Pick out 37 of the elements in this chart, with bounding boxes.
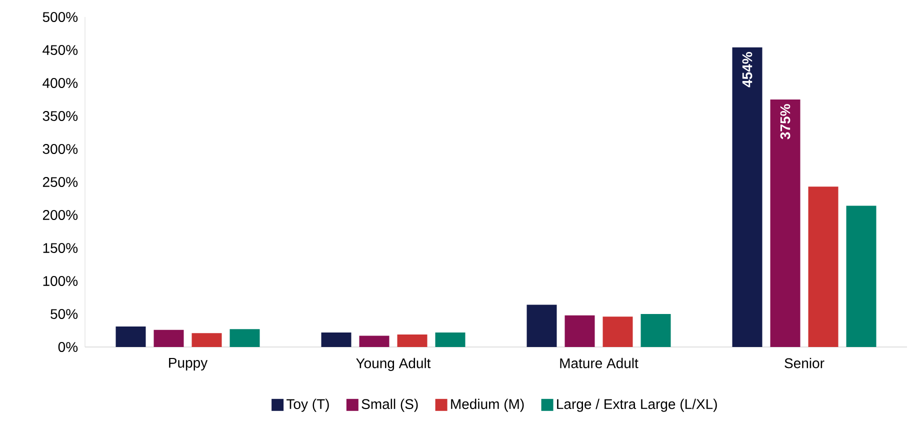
y-tick-label: 400%	[42, 78, 78, 88]
y-tick-label: 300%	[42, 144, 78, 154]
bar	[526, 304, 557, 347]
y-tick-label: 150%	[43, 243, 78, 253]
y-tick-label: 50%	[50, 309, 78, 319]
bar	[732, 47, 762, 347]
y-tick-label: 450%	[42, 45, 78, 55]
bar	[808, 186, 838, 347]
bar	[435, 332, 466, 347]
y-tick-label: 250%	[42, 177, 78, 187]
x-tick-label: Senior	[784, 358, 824, 368]
y-tick-label: 100%	[43, 276, 78, 286]
x-tick-label: Mature Adult	[560, 358, 638, 368]
bar	[321, 332, 352, 347]
data-label: 375%	[780, 104, 790, 140]
legend-label: Small (S)	[362, 398, 418, 412]
bar	[564, 315, 595, 347]
legend-label: Toy (T)	[286, 398, 329, 412]
bar	[192, 333, 222, 347]
bar	[602, 316, 633, 347]
bar	[846, 206, 876, 347]
x-tick-label: Puppy	[169, 358, 208, 370]
bar	[640, 314, 671, 347]
bar	[230, 329, 260, 347]
bar	[770, 100, 800, 347]
y-tick-label: 200%	[42, 210, 78, 220]
bar	[397, 334, 428, 347]
legend-label: Medium (M)	[451, 398, 524, 412]
x-tick-label: Young Adult	[356, 358, 431, 371]
y-tick-label: 350%	[42, 111, 78, 121]
bar	[154, 330, 184, 347]
data-label: 454%	[742, 52, 752, 88]
bar	[359, 336, 390, 347]
y-tick-label: 0%	[58, 342, 78, 352]
y-tick-label: 500%	[42, 12, 78, 22]
bar	[116, 326, 146, 347]
legend-label: Large / Extra Large (L/XL)	[557, 398, 717, 412]
